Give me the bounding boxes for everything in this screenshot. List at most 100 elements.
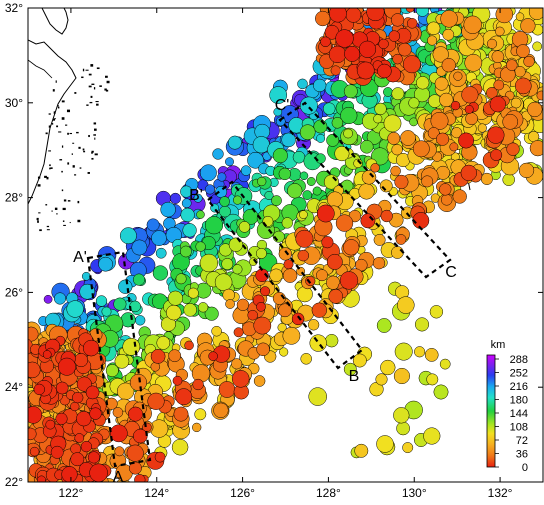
hypocenter xyxy=(147,392,165,410)
hypocenter xyxy=(61,466,78,482)
hypocenter xyxy=(360,213,376,229)
lon-tick-label: 126° xyxy=(230,486,255,500)
hypocenter xyxy=(480,172,493,185)
hypocenter xyxy=(390,13,405,27)
island xyxy=(88,134,90,138)
hypocenter xyxy=(388,30,401,42)
hypocenter xyxy=(440,194,453,206)
island xyxy=(59,159,63,161)
hypocenter xyxy=(493,79,505,91)
hypocenter xyxy=(326,133,340,147)
island xyxy=(38,212,41,214)
hypocenter xyxy=(361,170,377,185)
hypocenter xyxy=(171,438,189,456)
hypocenter xyxy=(434,76,449,91)
hypocenter xyxy=(374,102,387,116)
map-frame xyxy=(27,7,544,483)
hypocenter xyxy=(344,45,361,62)
hypocenter xyxy=(260,286,271,297)
hypocenter xyxy=(375,373,388,386)
colorbar-tick-label: 108 xyxy=(510,422,528,434)
hypocenter xyxy=(166,304,182,321)
hypocenter xyxy=(426,373,439,386)
hypocenter xyxy=(439,183,452,196)
hypocenter xyxy=(300,353,312,365)
hypocenter xyxy=(490,149,503,161)
hypocenter xyxy=(212,148,224,160)
hypocenter xyxy=(322,102,336,115)
longitude-labels: 122° 124° 126° 128° 130° 132° xyxy=(59,486,513,500)
hypocenter xyxy=(395,234,407,245)
hypocenter xyxy=(453,71,463,81)
hypocenter xyxy=(392,53,403,65)
island xyxy=(71,153,73,155)
colorbar-tick-label: 0 xyxy=(522,462,528,474)
island xyxy=(61,170,63,173)
lon-tick-label: 132° xyxy=(488,486,513,500)
island xyxy=(46,229,50,231)
frame-ticks xyxy=(28,7,543,483)
hypocenter xyxy=(154,451,166,463)
hypocenter xyxy=(53,292,67,305)
hypocenter xyxy=(95,295,108,307)
island xyxy=(105,89,109,92)
island xyxy=(69,221,71,224)
hypocenter xyxy=(227,135,242,150)
hypocenter xyxy=(305,276,316,287)
hypocenter xyxy=(506,142,520,156)
island xyxy=(50,167,53,169)
island xyxy=(52,89,55,92)
hypocenter xyxy=(264,190,274,201)
hypocenter xyxy=(133,428,148,444)
hypocenter xyxy=(155,247,167,259)
colorbar-ramp xyxy=(486,354,496,468)
hypocenter xyxy=(287,183,303,199)
hypocenter xyxy=(180,185,193,198)
hypocenter xyxy=(197,302,209,313)
hypocenter xyxy=(377,63,392,79)
hypocenter xyxy=(252,136,270,154)
hypocenter xyxy=(516,44,530,58)
hypocenter xyxy=(299,210,308,219)
latitude-labels: 22° 24° 26° 28° 30° 32° xyxy=(5,1,23,489)
island xyxy=(94,153,98,156)
island xyxy=(48,113,51,115)
hypocenter xyxy=(463,15,482,34)
island xyxy=(74,92,77,94)
hypocenter xyxy=(393,407,410,424)
hypocenter xyxy=(429,305,444,319)
hypocenter xyxy=(358,40,377,58)
hypocenter xyxy=(182,223,197,238)
hypocenter xyxy=(391,144,403,156)
lat-tick-label: 32° xyxy=(5,1,23,15)
hypocenter xyxy=(328,289,344,304)
hypocenter xyxy=(360,140,374,154)
hypocenter xyxy=(452,189,467,204)
cross-section-boxes: A A' B B' C C' xyxy=(73,97,457,482)
hypocenter xyxy=(184,340,194,351)
hypocenter xyxy=(292,150,306,164)
hypocenter xyxy=(458,132,475,149)
hypocenter xyxy=(256,301,266,312)
hypocenter xyxy=(331,117,344,129)
hypocenter xyxy=(114,446,125,457)
island xyxy=(99,85,102,87)
island xyxy=(72,142,75,144)
hypocenter xyxy=(532,41,543,52)
hypocenter xyxy=(373,114,383,124)
hypocenter xyxy=(308,387,327,406)
hypocenter xyxy=(450,100,461,111)
hypocenter xyxy=(397,296,415,314)
hypocenter xyxy=(225,157,234,167)
hypocenter xyxy=(520,18,536,34)
hypocenter xyxy=(528,8,543,20)
hypocenter xyxy=(393,367,410,385)
hypocenter xyxy=(281,217,293,229)
hypocenter xyxy=(232,195,243,205)
hypocenter xyxy=(57,357,76,376)
island xyxy=(48,150,52,152)
hypocenter xyxy=(449,142,459,152)
lon-tick-label: 128° xyxy=(316,486,341,500)
